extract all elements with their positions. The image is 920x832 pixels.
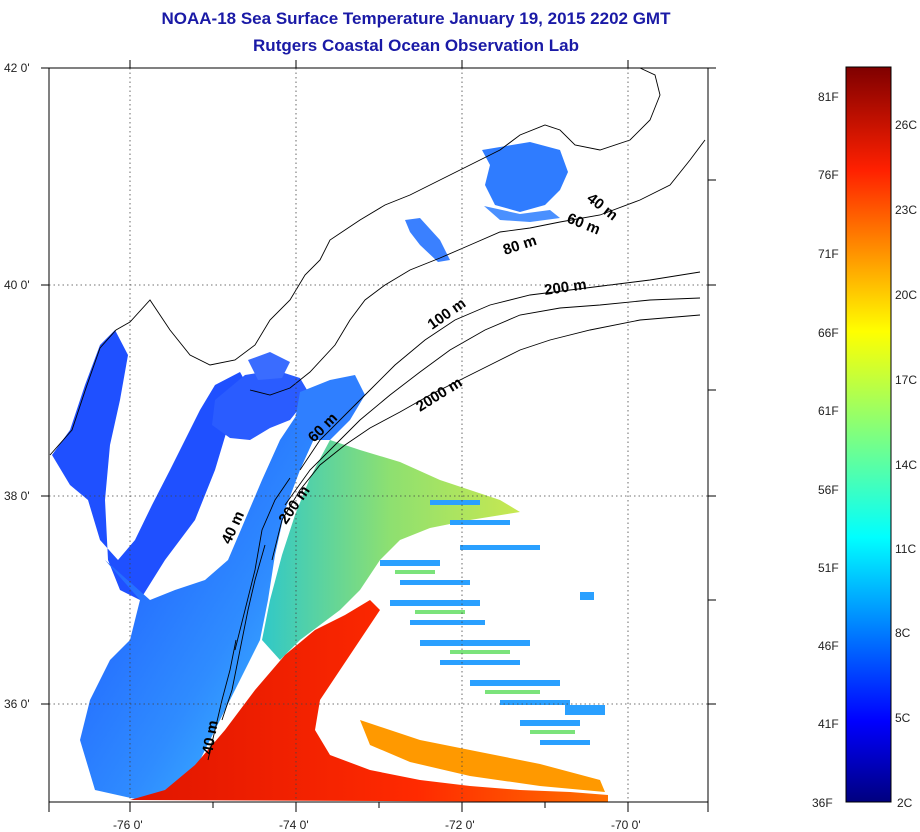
lat-tick-label: 38 0'	[4, 489, 30, 503]
colorbar-c-label: 23C	[895, 203, 918, 217]
coastline-and-isobaths	[49, 67, 706, 761]
colorbar-f-label: 61F	[818, 404, 839, 418]
colorbar-c-label: 14C	[895, 458, 918, 472]
colorbar-f-label: 71F	[818, 247, 839, 261]
colorbar-f-label: 46F	[818, 639, 839, 653]
map-subtitle: Rutgers Coastal Ocean Observation Lab	[253, 36, 579, 55]
colorbar-c-label: 8C	[895, 626, 911, 640]
lat-tick-label: 40 0'	[4, 278, 30, 292]
colorbar-f-label: 41F	[818, 717, 839, 731]
colorbar-c-label: 2C	[897, 796, 913, 810]
colorbar-f-label: 81F	[818, 90, 839, 104]
colorbar-c-label: 26C	[895, 118, 918, 132]
colorbar-f-label: 76F	[818, 168, 839, 182]
lon-tick-label: -72 0'	[445, 818, 475, 832]
colorbar-c-label: 11C	[895, 542, 917, 556]
lon-tick-label: -74 0'	[279, 818, 309, 832]
map-title: NOAA-18 Sea Surface Temperature January …	[161, 9, 671, 28]
lon-tick-label: -76 0'	[113, 818, 143, 832]
colorbar	[845, 66, 892, 803]
lon-tick-label: -70 0'	[611, 818, 641, 832]
lat-tick-label: 42 0'	[4, 61, 30, 75]
sst-data-layer	[52, 142, 608, 802]
colorbar-f-label: 36F	[812, 796, 833, 810]
colorbar-c-label: 20C	[895, 288, 918, 302]
isobath-label: 200 m	[543, 276, 587, 299]
colorbar-c-label: 17C	[895, 373, 918, 387]
map-grid	[49, 68, 708, 802]
isobath-label: 40 m	[199, 719, 222, 756]
colorbar-f-label: 66F	[818, 326, 839, 340]
colorbar-f-label: 51F	[818, 561, 839, 575]
lat-tick-label: 36 0'	[4, 697, 30, 711]
colorbar-c-label: 5C	[895, 711, 911, 725]
colorbar-f-label: 56F	[818, 483, 839, 497]
axis-ticks	[41, 60, 716, 812]
